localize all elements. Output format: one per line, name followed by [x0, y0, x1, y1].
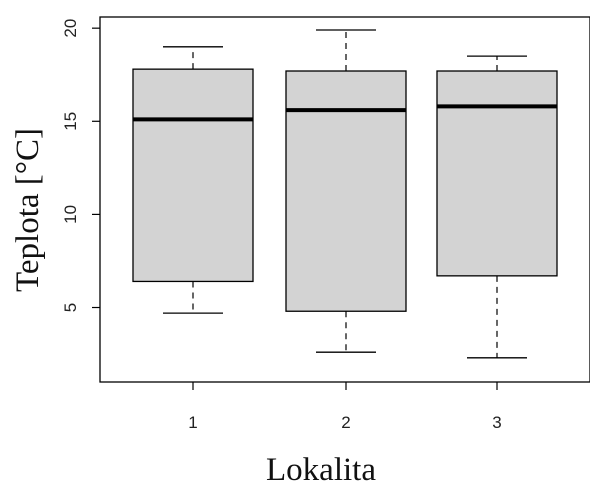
x-axis-title: Lokalita — [266, 452, 376, 487]
y-axis: 5 10 15 20 — [61, 19, 100, 312]
x-tick-label-1: 1 — [188, 413, 197, 432]
boxes-group — [132, 29, 558, 359]
x-tick-label-3: 3 — [492, 413, 501, 432]
y-axis-title: Teplota [°C] — [10, 128, 46, 292]
x-tick-label-2: 2 — [341, 413, 350, 432]
x-axis: 1 2 3 — [188, 382, 502, 432]
box-2 — [285, 70, 407, 312]
y-tick-label-5: 5 — [61, 303, 80, 312]
y-tick-label-15: 15 — [61, 112, 80, 131]
y-tick-label-20: 20 — [61, 19, 80, 38]
box-3 — [436, 70, 558, 277]
y-tick-label-10: 10 — [61, 205, 80, 224]
box-1 — [132, 68, 254, 283]
plot-frame — [99, 16, 590, 383]
